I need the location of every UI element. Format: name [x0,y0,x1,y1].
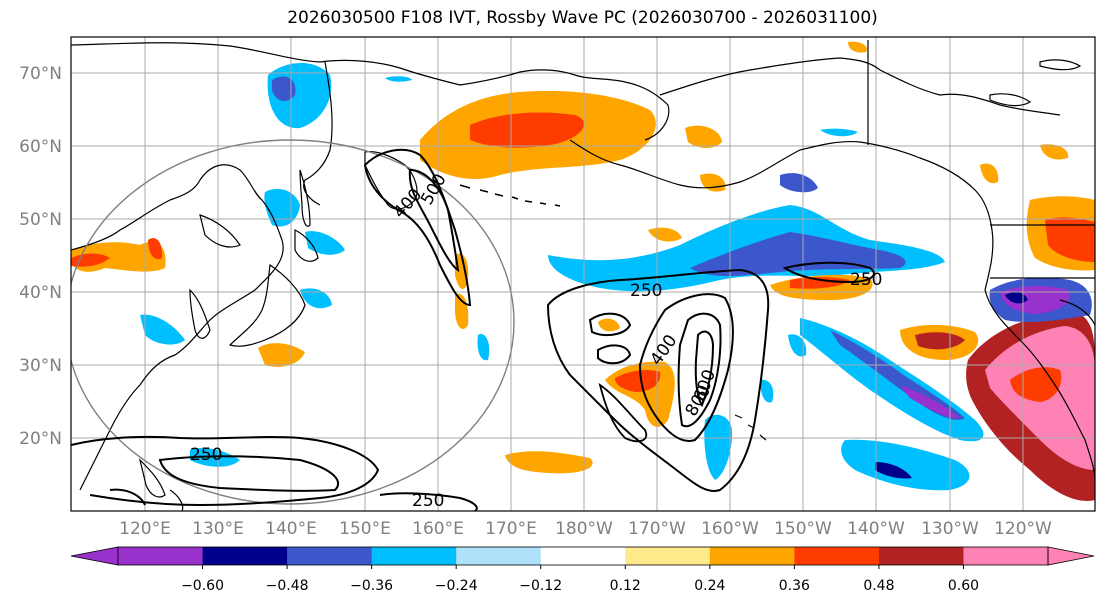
colorbar-tick-label: 0.12 [610,578,641,594]
ivt-contours [71,148,875,511]
contour-label: 250 [630,281,662,301]
colorbar-tick-label: −0.48 [266,578,309,594]
latitude-labels: 70°N 60°N 50°N 40°N 30°N 20°N [19,64,62,449]
lon-label: 120°E [119,519,171,539]
lat-label: 30°N [19,356,62,376]
lat-label: 50°N [19,210,62,230]
coastlines [71,40,1095,511]
colorbar-tick-label: 0.60 [948,578,979,594]
lon-label: 170°W [628,519,686,539]
colorbar [70,546,1095,566]
contour-label: 250 [850,270,882,290]
colorbar-segment [456,547,542,565]
colorbar-tick-label: −0.36 [350,578,393,594]
lon-label: 140°E [265,519,317,539]
lon-label: 160°W [701,519,759,539]
lon-label: 180°W [555,519,613,539]
colorbar-tick-labels: −0.60 −0.48 −0.36 −0.24 −0.12 0.12 0.24 0.36 0.4… [181,565,979,594]
colorbar-segment [202,547,288,565]
colorbar-extend-low [70,546,119,566]
lon-label: 120°W [994,519,1052,539]
lon-label: 150°E [339,519,391,539]
lat-label: 70°N [19,64,62,84]
colorbar-tick-label: −0.60 [181,578,224,594]
colorbar-extend-high [1047,546,1095,566]
colorbar-segment [963,547,1049,565]
lat-label: 60°N [19,137,62,157]
longitude-labels: 120°E 130°E 140°E 150°E 160°E 170°E 180°… [119,519,1052,539]
colorbar-tick-label: −0.12 [519,578,562,594]
colorbar-segment [625,547,711,565]
colorbar-segment [540,547,626,565]
colorbar-border [117,546,1049,566]
lon-label: 160°E [412,519,464,539]
map-area: 250 250 250 250 400 400 600 800 500 [71,37,1095,511]
colorbar-tick-label: 0.48 [863,578,894,594]
lon-label: 140°W [847,519,905,539]
colorbar-segment [794,547,880,565]
contour-label: 250 [190,445,222,465]
anomaly-shading [71,41,1095,501]
map-title: 2026030500 F108 IVT, Rossby Wave PC (202… [287,8,878,28]
lon-label: 150°W [774,519,832,539]
colorbar-segment [878,547,964,565]
lat-label: 20°N [19,429,62,449]
colorbar-tick-label: 0.36 [779,578,810,594]
colorbar-segment [287,547,373,565]
rossby-wave-circle [71,139,515,505]
lat-label: 40°N [19,283,62,303]
colorbar-tick-label: −0.24 [435,578,478,594]
contour-label: 250 [412,491,444,511]
lon-label: 170°E [485,519,537,539]
lon-label: 130°W [921,519,979,539]
lon-label: 130°E [192,519,244,539]
colorbar-segment [371,547,457,565]
colorbar-segment [709,547,795,565]
colorbar-segment [118,547,204,565]
contour-labels: 250 250 250 250 400 400 600 800 500 [190,170,882,511]
map-frame [70,36,1096,512]
colorbar-tick-label: 0.24 [694,578,725,594]
